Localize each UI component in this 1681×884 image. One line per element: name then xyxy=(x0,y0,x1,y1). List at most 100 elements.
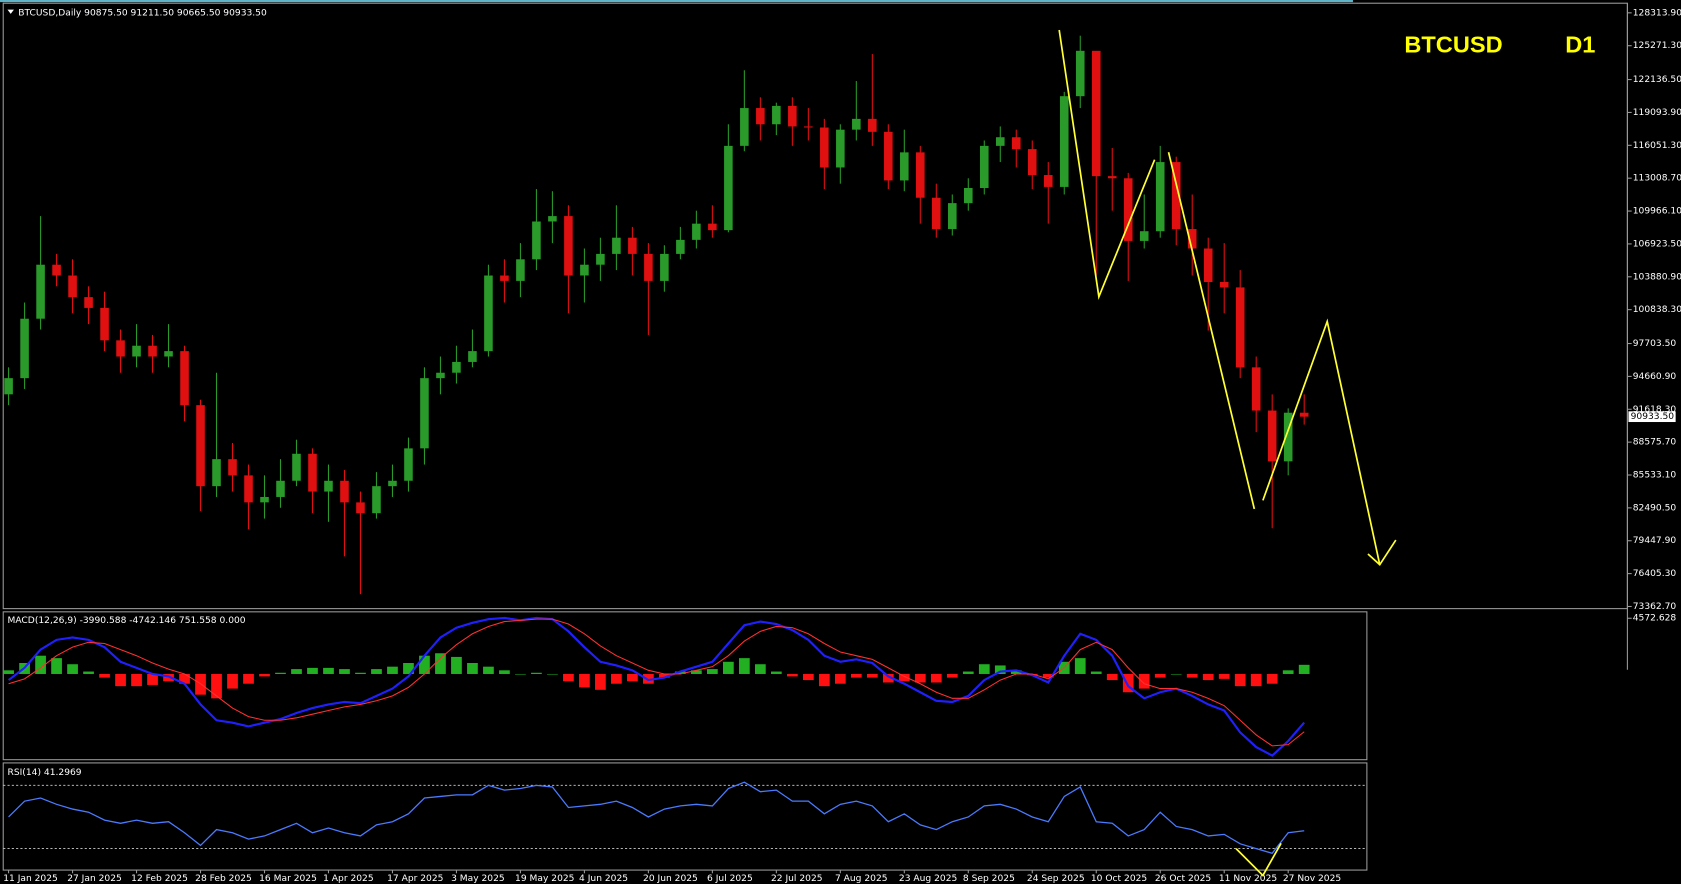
histogram-bar xyxy=(1298,664,1310,674)
histogram-bar xyxy=(1090,671,1102,674)
candle-body xyxy=(995,137,1005,146)
histogram-bar xyxy=(1234,673,1246,687)
candle-body xyxy=(1219,281,1229,288)
histogram-bar xyxy=(946,673,958,678)
candle-body xyxy=(1011,137,1021,150)
histogram-bar xyxy=(339,669,350,674)
candle-body xyxy=(484,275,493,352)
histogram-bar xyxy=(323,667,334,674)
histogram-bar xyxy=(898,673,910,682)
candle-body xyxy=(852,118,861,130)
candle-body xyxy=(148,345,157,357)
histogram-bar xyxy=(1154,673,1166,678)
x-tick-label: 8 Sep 2025 xyxy=(963,874,1015,884)
candle-body xyxy=(1059,96,1069,187)
candle-body xyxy=(500,275,509,281)
x-tick-label: 7 Aug 2025 xyxy=(835,874,888,884)
histogram-bar xyxy=(866,673,878,678)
histogram-bar xyxy=(1282,670,1294,674)
histogram-bar xyxy=(435,653,446,674)
histogram-bar xyxy=(1122,673,1134,693)
candle-body xyxy=(628,237,637,254)
x-tick-label: 27 Nov 2025 xyxy=(1283,874,1341,884)
menu-triangle xyxy=(7,9,14,14)
y-tick-label: 103880.90 xyxy=(1633,272,1681,282)
price-label-box xyxy=(1628,411,1676,423)
histogram-bar xyxy=(1266,673,1278,684)
histogram-bar xyxy=(211,673,222,699)
histogram-bar xyxy=(547,673,558,675)
candle-body xyxy=(756,108,765,125)
candle-body xyxy=(372,486,381,514)
x-tick-label: 22 Jul 2025 xyxy=(771,874,823,884)
y-tick-label: 128313.90 xyxy=(1633,8,1681,18)
price-header: BTCUSD,Daily 90875.50 91211.50 90665.50 … xyxy=(18,8,267,18)
x-tick-label: 12 Feb 2025 xyxy=(131,874,188,884)
histogram-bar xyxy=(387,666,398,674)
histogram-bar xyxy=(1170,673,1182,675)
candle-body xyxy=(84,297,93,308)
candle-body xyxy=(1123,178,1133,241)
macd-line xyxy=(8,618,1305,747)
candle-body xyxy=(356,502,365,514)
candle-body xyxy=(932,197,941,230)
candle-body xyxy=(1251,367,1261,411)
x-tick-label: 6 Jul 2025 xyxy=(707,874,753,884)
candle-body xyxy=(292,453,301,481)
x-tick-label: 17 Apr 2025 xyxy=(387,874,443,884)
x-tick-label: 3 May 2025 xyxy=(451,874,505,884)
drawn-down-leg xyxy=(1167,151,1256,510)
y-tick-label: 85533.10 xyxy=(1633,471,1677,481)
histogram-bar xyxy=(147,673,158,685)
candle-body xyxy=(660,253,669,281)
candle-body xyxy=(1299,412,1309,417)
histogram-bar xyxy=(818,673,830,687)
drawn-projection xyxy=(1262,318,1381,565)
candle-body xyxy=(884,131,893,181)
candle-body xyxy=(1283,412,1293,462)
histogram-bar xyxy=(403,663,414,674)
histogram-bar xyxy=(659,673,670,678)
candle-body xyxy=(596,253,605,265)
histogram-bar xyxy=(3,670,14,674)
histogram-bar xyxy=(115,673,126,687)
candle-body xyxy=(276,480,285,497)
candle-body xyxy=(164,351,173,357)
marks: 73362.70 76405.30 79447.90 82490.50 85533.10… xyxy=(3,8,1681,884)
histogram-bar xyxy=(930,673,942,683)
histogram-bar xyxy=(978,664,990,674)
histogram-bar xyxy=(371,669,382,674)
candle-body xyxy=(100,307,109,341)
candle-body xyxy=(564,216,573,276)
y-tick-label: 82490.50 xyxy=(1633,503,1677,513)
macd-header: MACD(12,26,9) -3990.588 -4742.146 751.55… xyxy=(8,616,246,626)
histogram-bar xyxy=(994,665,1006,674)
histogram-bar xyxy=(1074,658,1086,674)
histogram-bar xyxy=(1250,673,1262,687)
macd-panel xyxy=(2,611,1368,761)
candle-body xyxy=(228,459,237,476)
candle-body xyxy=(196,405,205,487)
histogram-bar xyxy=(355,672,366,674)
candle-body xyxy=(180,351,189,406)
histogram-bar xyxy=(834,673,846,684)
histogram-bar xyxy=(1010,670,1022,674)
candle-body xyxy=(900,152,909,181)
histogram-bar xyxy=(1138,673,1150,689)
y-tick-label: 119093.90 xyxy=(1633,108,1681,118)
histogram-bar xyxy=(786,673,798,677)
candle-body xyxy=(52,264,61,276)
histogram-bar xyxy=(675,671,686,674)
candle-body xyxy=(308,453,317,492)
drawn-arrow-head xyxy=(1367,539,1397,566)
candle-body xyxy=(340,480,349,503)
candle-body xyxy=(20,318,29,379)
candle-body xyxy=(580,264,589,276)
candle-body xyxy=(1267,410,1277,462)
histogram-bar xyxy=(179,673,190,684)
x-tick-label: 23 Aug 2025 xyxy=(899,874,957,884)
candle-body xyxy=(708,223,717,231)
y-tick-label: 109966.10 xyxy=(1633,207,1681,217)
histogram-bar xyxy=(1202,673,1214,681)
candle-body xyxy=(1235,287,1245,368)
